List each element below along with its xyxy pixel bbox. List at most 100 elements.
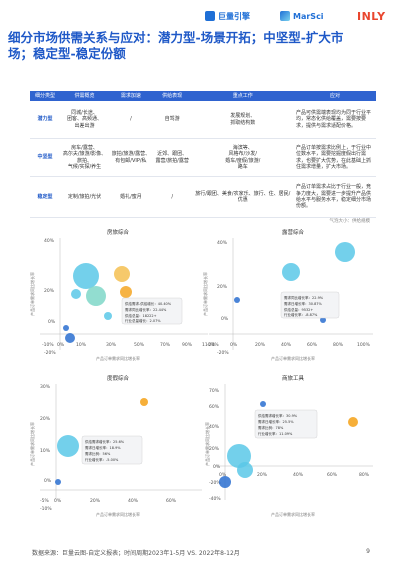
- table-cell: 近郊、跟团、 露营/旅拍/露营: [152, 138, 192, 177]
- bubble: [260, 401, 266, 407]
- table-header-cell: 供需概览: [60, 91, 109, 101]
- bubble: [282, 263, 300, 281]
- bubble-chart-3-svg: 度假综合 产品订单需求同比增长率 产品订单需求同比增长率 -5% 0% 20% …: [29, 374, 202, 517]
- chart-title: 商旅工具: [282, 374, 305, 382]
- bubble: [237, 462, 253, 478]
- table-cell: 房车/露营、 高尔夫/旅游/影像、 旅拍、 气候/实探/养生: [60, 138, 109, 177]
- page-title: 细分市场供需关系与应对：潜力型-场景开拓；中坚型-扩大市场；稳定型-稳定份额: [8, 30, 344, 61]
- x-axis-label: 产品订单需求同比增长率: [271, 511, 315, 517]
- bubble-chart-3: 度假综合 产品订单需求同比增长率 产品订单需求同比增长率 -5% 0% 20% …: [29, 372, 205, 522]
- table-header-cell: 应对: [294, 91, 376, 101]
- y-tick: 20%: [44, 288, 55, 294]
- bubble: [71, 289, 81, 299]
- y-tick: 0%: [44, 478, 52, 484]
- y-tick: 0%: [213, 464, 221, 470]
- y-tick: -10%: [40, 506, 52, 512]
- x-tick: 0%: [219, 472, 227, 478]
- table-header-cell: 细分类型: [30, 91, 60, 101]
- y-tick: 20%: [40, 416, 51, 422]
- bubble: [63, 325, 69, 331]
- x-tick: 30%: [106, 342, 117, 348]
- tooltip-line: 供给需求增长率：25.6%: [85, 439, 125, 444]
- x-tick: 40%: [128, 498, 139, 504]
- x-tick: 0%: [230, 342, 238, 348]
- table-row: 稳定型 定制/旅拍/光伏 婚礼/蜜月 / 旅行/跟团、美食/农家乐、旅行、住、居…: [30, 176, 376, 218]
- data-source-footer: 数据来源：巨量云图-自定义报表；时间周期2023年1-5月 VS. 2022年8…: [32, 550, 240, 557]
- x-tick: 60%: [307, 342, 318, 348]
- bubble-chart-1-svg: 房旅综合 产品订单需求同比增长率 产品订单需求同比增长率 -10% 0% 10%…: [29, 228, 216, 361]
- y-tick: 10%: [40, 448, 51, 454]
- x-tick: 20%: [90, 498, 101, 504]
- bubble: [86, 286, 106, 306]
- table-cell: 旅拍/旅游/露营、 有包邮/VIP/私: [109, 138, 153, 177]
- oceanengine-logo: 巨量引擎: [205, 9, 250, 23]
- oceanengine-logo-icon: [205, 11, 215, 21]
- x-tick: -10%: [42, 342, 54, 348]
- y-tick: 0%: [221, 316, 229, 322]
- bubble-chart-2-svg: 露营综合 产品订单需求同比增长率 产品订单需求同比增长率 -20% 0% 20%…: [202, 228, 373, 361]
- segment-type-cell: 稳定型: [30, 176, 60, 218]
- x-tick: -5%: [40, 498, 49, 504]
- x-tick: 0%: [57, 342, 65, 348]
- bubble: [335, 242, 355, 262]
- bubble: [120, 286, 132, 298]
- x-tick: 90%: [182, 342, 193, 348]
- x-tick: 40%: [281, 342, 292, 348]
- y-tick: 40%: [217, 240, 228, 246]
- bubble: [114, 266, 130, 282]
- table-cell: 产品可供需端表现均为同于行业平均，常态化供给覆盖，需要按要求，提供与需求适配价格…: [294, 101, 376, 139]
- bubble-chart-2: 露营综合 产品订单需求同比增长率 产品订单需求同比增长率 -20% 0% 20%…: [202, 226, 375, 366]
- y-axis-label: 产品订单需求同比增长率: [29, 422, 35, 466]
- oceanengine-logo-text: 巨量引擎: [218, 11, 250, 21]
- y-tick: 0%: [48, 319, 56, 325]
- bubble: [57, 435, 79, 457]
- chart-title: 度假综合: [107, 374, 130, 382]
- tooltip-box: [254, 409, 318, 439]
- y-tick: 60%: [209, 404, 220, 410]
- tooltip-line: 供给总量：18222+: [125, 313, 157, 318]
- y-tick: 20%: [217, 284, 228, 290]
- bubble: [320, 317, 326, 323]
- x-tick: 110%: [202, 342, 216, 348]
- page-header: 巨量引擎 MarSci INLY: [0, 0, 400, 26]
- bubble: [140, 398, 148, 406]
- tooltip-line: 行业增长率：-8.87%: [284, 312, 318, 317]
- tooltip-box: [121, 297, 183, 325]
- x-tick: 100%: [357, 342, 371, 348]
- inly-logo: INLY: [357, 9, 386, 23]
- x-tick: -20%: [207, 342, 219, 348]
- table-cell: 自驾游: [152, 101, 192, 139]
- bubble-chart-4-svg: 商旅工具 产品订单需求同比增长率 产品订单需求同比增长率 0% 20% 40% …: [204, 374, 373, 517]
- x-tick: 60%: [166, 498, 177, 504]
- bubble: [234, 297, 240, 303]
- tooltip-line: 需求日增长率：25.5%: [258, 419, 294, 424]
- y-tick: -20%: [209, 480, 221, 486]
- marsci-logo-text: MarSci: [293, 11, 324, 21]
- tooltip-box: [280, 291, 340, 319]
- table-header-cell: 供给表现: [152, 91, 192, 101]
- bubble: [65, 333, 75, 343]
- y-axis-label: 产品订单需求同比增长率: [202, 272, 208, 316]
- x-tick: 20%: [255, 342, 266, 348]
- tooltip-line: 需求同比增长率：22.9%: [284, 295, 324, 300]
- table-cell: 发展规划、 抓取结构数: [191, 101, 294, 139]
- x-tick: 50%: [134, 342, 145, 348]
- marsci-logo-icon: [280, 11, 290, 21]
- table-header-row: 细分类型 供需概览 需求加速 供给表现 重点工作 应对: [30, 91, 376, 101]
- x-tick: 80%: [359, 472, 370, 478]
- y-tick: 70%: [209, 388, 220, 394]
- tooltip-line: 需求日增长率：18.9%: [85, 445, 121, 450]
- bubble: [55, 479, 61, 485]
- page-number: 9: [366, 548, 370, 555]
- y-tick: -20%: [44, 350, 56, 356]
- tooltip-line: 需求比例：78%: [258, 425, 284, 430]
- table-cell: 旅行/跟团、美食/农家乐、旅行、住、居民/ 优惠: [191, 176, 294, 218]
- x-tick: 80%: [333, 342, 344, 348]
- inly-logo-text: INLY: [357, 9, 386, 23]
- chart-title: 露营综合: [282, 228, 305, 236]
- table-row: 潜力型 同城/长途、 团客、高频通、 出差出游 / 自驾游 发展规划、 抓取结构…: [30, 101, 376, 139]
- table-cell: 同城/长途、 团客、高频通、 出差出游: [60, 101, 109, 139]
- segment-table: 细分类型 供需概览 需求加速 供给表现 重点工作 应对 潜力型 同城/长途、 团…: [30, 91, 376, 218]
- tooltip-box: [81, 435, 143, 465]
